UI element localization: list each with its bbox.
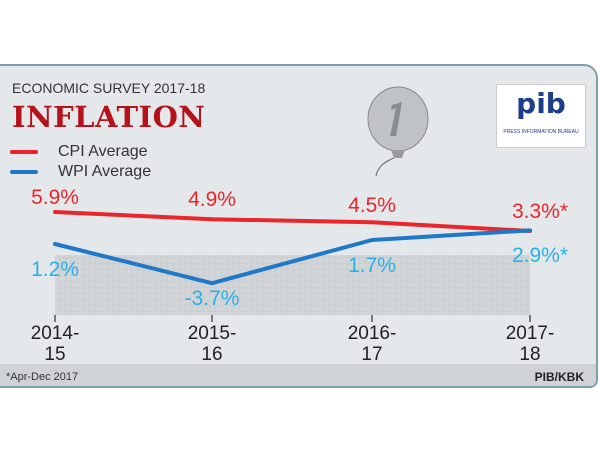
data-label: 1.7% xyxy=(348,254,396,277)
legend-swatch-cpi xyxy=(10,150,38,154)
x-tick-label: 2017- xyxy=(506,323,555,344)
legend-label-cpi: CPI Average xyxy=(58,143,148,160)
legend-swatch-wpi xyxy=(10,170,38,174)
x-tick-label: 18 xyxy=(519,344,540,365)
data-label: 5.9% xyxy=(31,186,79,209)
x-tick-label: 2015- xyxy=(188,323,237,344)
logo-subtitle: PRESS INFORMATION BUREAU xyxy=(503,129,579,135)
series-line-cpi xyxy=(53,210,532,233)
footer-band xyxy=(0,364,596,386)
footnote: *Apr-Dec 2017 xyxy=(6,371,79,383)
x-tick-label: 2016- xyxy=(348,323,397,344)
survey-label: ECONOMIC SURVEY 2017-18 xyxy=(12,80,206,96)
chart-title: INFLATION xyxy=(12,100,206,134)
series-line-wpi xyxy=(53,228,532,286)
legend-wpi: WPI Average xyxy=(10,163,151,181)
x-tick-label: 2014- xyxy=(31,323,80,344)
x-tick-label: 16 xyxy=(201,344,222,365)
credit: PIB/KBK xyxy=(534,370,584,384)
data-label: 2.9%* xyxy=(512,244,568,267)
grid-area xyxy=(55,255,530,315)
infographic-panel: ECONOMIC SURVEY 2017-18 INFLATION CPI Av… xyxy=(0,64,598,388)
data-label: 1.2% xyxy=(31,258,79,281)
x-tick-label: 17 xyxy=(361,344,382,365)
data-label: 4.9% xyxy=(188,188,236,211)
data-label: 3.3%* xyxy=(512,200,568,223)
data-label: 4.5% xyxy=(348,194,396,217)
x-tick-label: 15 xyxy=(44,344,65,365)
legend-cpi: CPI Average xyxy=(10,143,148,161)
pib-logo: pib PRESS INFORMATION BUREAU xyxy=(496,84,586,148)
legend-label-wpi: WPI Average xyxy=(58,163,152,180)
data-label: -3.7% xyxy=(185,287,240,310)
coin-balloon-icon xyxy=(367,86,429,177)
logo-text: pib xyxy=(516,87,566,120)
